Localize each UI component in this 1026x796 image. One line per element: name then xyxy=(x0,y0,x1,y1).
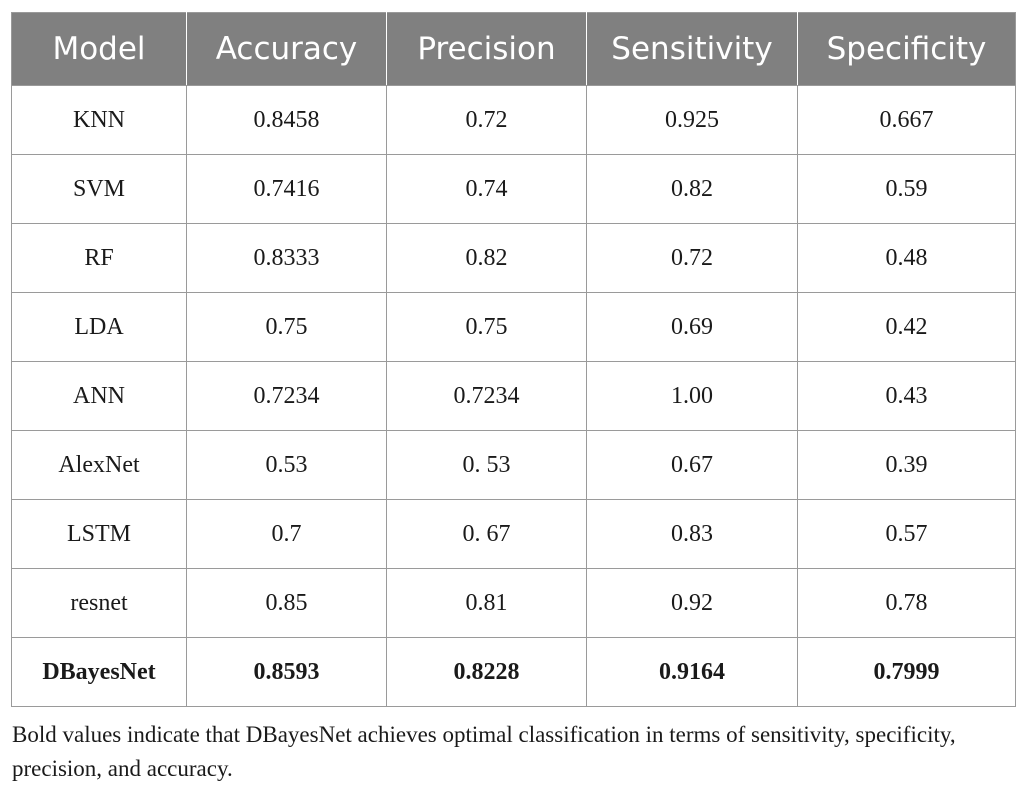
cell-specificity: 0.57 xyxy=(797,499,1016,569)
table-row: ANN 0.7234 0.7234 1.00 0.43 xyxy=(11,361,1016,431)
header-specificity: Specificity xyxy=(797,12,1016,86)
cell-accuracy: 0.7 xyxy=(186,499,387,569)
cell-precision: 0.81 xyxy=(386,568,587,638)
cell-accuracy: 0.8593 xyxy=(186,637,387,707)
cell-precision: 0.82 xyxy=(386,223,587,293)
cell-accuracy: 0.8458 xyxy=(186,85,387,155)
cell-specificity: 0.667 xyxy=(797,85,1016,155)
model-comparison-table: Model Accuracy Precision Sensitivity Spe… xyxy=(11,12,1016,707)
cell-specificity: 0.48 xyxy=(797,223,1016,293)
cell-specificity: 0.43 xyxy=(797,361,1016,431)
cell-precision: 0. 53 xyxy=(386,430,587,500)
cell-model: SVM xyxy=(11,154,187,224)
cell-precision: 0.8228 xyxy=(386,637,587,707)
cell-precision: 0. 67 xyxy=(386,499,587,569)
header-precision: Precision xyxy=(386,12,587,86)
results-table-container: Model Accuracy Precision Sensitivity Spe… xyxy=(11,12,1016,707)
table-body: KNN 0.8458 0.72 0.925 0.667 SVM 0.7416 0… xyxy=(11,85,1016,707)
table-footnote: Bold values indicate that DBayesNet achi… xyxy=(12,722,956,781)
cell-sensitivity: 0.72 xyxy=(586,223,798,293)
cell-specificity: 0.78 xyxy=(797,568,1016,638)
cell-accuracy: 0.7416 xyxy=(186,154,387,224)
cell-sensitivity: 0.82 xyxy=(586,154,798,224)
table-row-highlight: DBayesNet 0.8593 0.8228 0.9164 0.7999 xyxy=(11,637,1016,707)
cell-accuracy: 0.85 xyxy=(186,568,387,638)
table-row: LDA 0.75 0.75 0.69 0.42 xyxy=(11,292,1016,362)
cell-sensitivity: 1.00 xyxy=(586,361,798,431)
header-model: Model xyxy=(11,12,187,86)
cell-precision: 0.74 xyxy=(386,154,587,224)
header-sensitivity: Sensitivity xyxy=(586,12,798,86)
header-accuracy: Accuracy xyxy=(186,12,387,86)
table-row: LSTM 0.7 0. 67 0.83 0.57 xyxy=(11,499,1016,569)
cell-sensitivity: 0.925 xyxy=(586,85,798,155)
cell-model: ANN xyxy=(11,361,187,431)
table-row: SVM 0.7416 0.74 0.82 0.59 xyxy=(11,154,1016,224)
cell-accuracy: 0.53 xyxy=(186,430,387,500)
cell-specificity: 0.59 xyxy=(797,154,1016,224)
cell-sensitivity: 0.67 xyxy=(586,430,798,500)
cell-model: KNN xyxy=(11,85,187,155)
cell-accuracy: 0.75 xyxy=(186,292,387,362)
table-row: AlexNet 0.53 0. 53 0.67 0.39 xyxy=(11,430,1016,500)
cell-model: LSTM xyxy=(11,499,187,569)
cell-model: DBayesNet xyxy=(11,637,187,707)
cell-sensitivity: 0.9164 xyxy=(586,637,798,707)
table-header: Model Accuracy Precision Sensitivity Spe… xyxy=(11,12,1016,86)
cell-model: AlexNet xyxy=(11,430,187,500)
cell-precision: 0.7234 xyxy=(386,361,587,431)
cell-precision: 0.72 xyxy=(386,85,587,155)
table-row: resnet 0.85 0.81 0.92 0.78 xyxy=(11,568,1016,638)
table-row: RF 0.8333 0.82 0.72 0.48 xyxy=(11,223,1016,293)
cell-specificity: 0.7999 xyxy=(797,637,1016,707)
cell-accuracy: 0.7234 xyxy=(186,361,387,431)
table-row: KNN 0.8458 0.72 0.925 0.667 xyxy=(11,85,1016,155)
cell-sensitivity: 0.69 xyxy=(586,292,798,362)
cell-sensitivity: 0.83 xyxy=(586,499,798,569)
cell-model: RF xyxy=(11,223,187,293)
cell-accuracy: 0.8333 xyxy=(186,223,387,293)
cell-sensitivity: 0.92 xyxy=(586,568,798,638)
cell-specificity: 0.39 xyxy=(797,430,1016,500)
cell-model: resnet xyxy=(11,568,187,638)
cell-specificity: 0.42 xyxy=(797,292,1016,362)
header-row: Model Accuracy Precision Sensitivity Spe… xyxy=(11,12,1016,86)
cell-precision: 0.75 xyxy=(386,292,587,362)
cell-model: LDA xyxy=(11,292,187,362)
